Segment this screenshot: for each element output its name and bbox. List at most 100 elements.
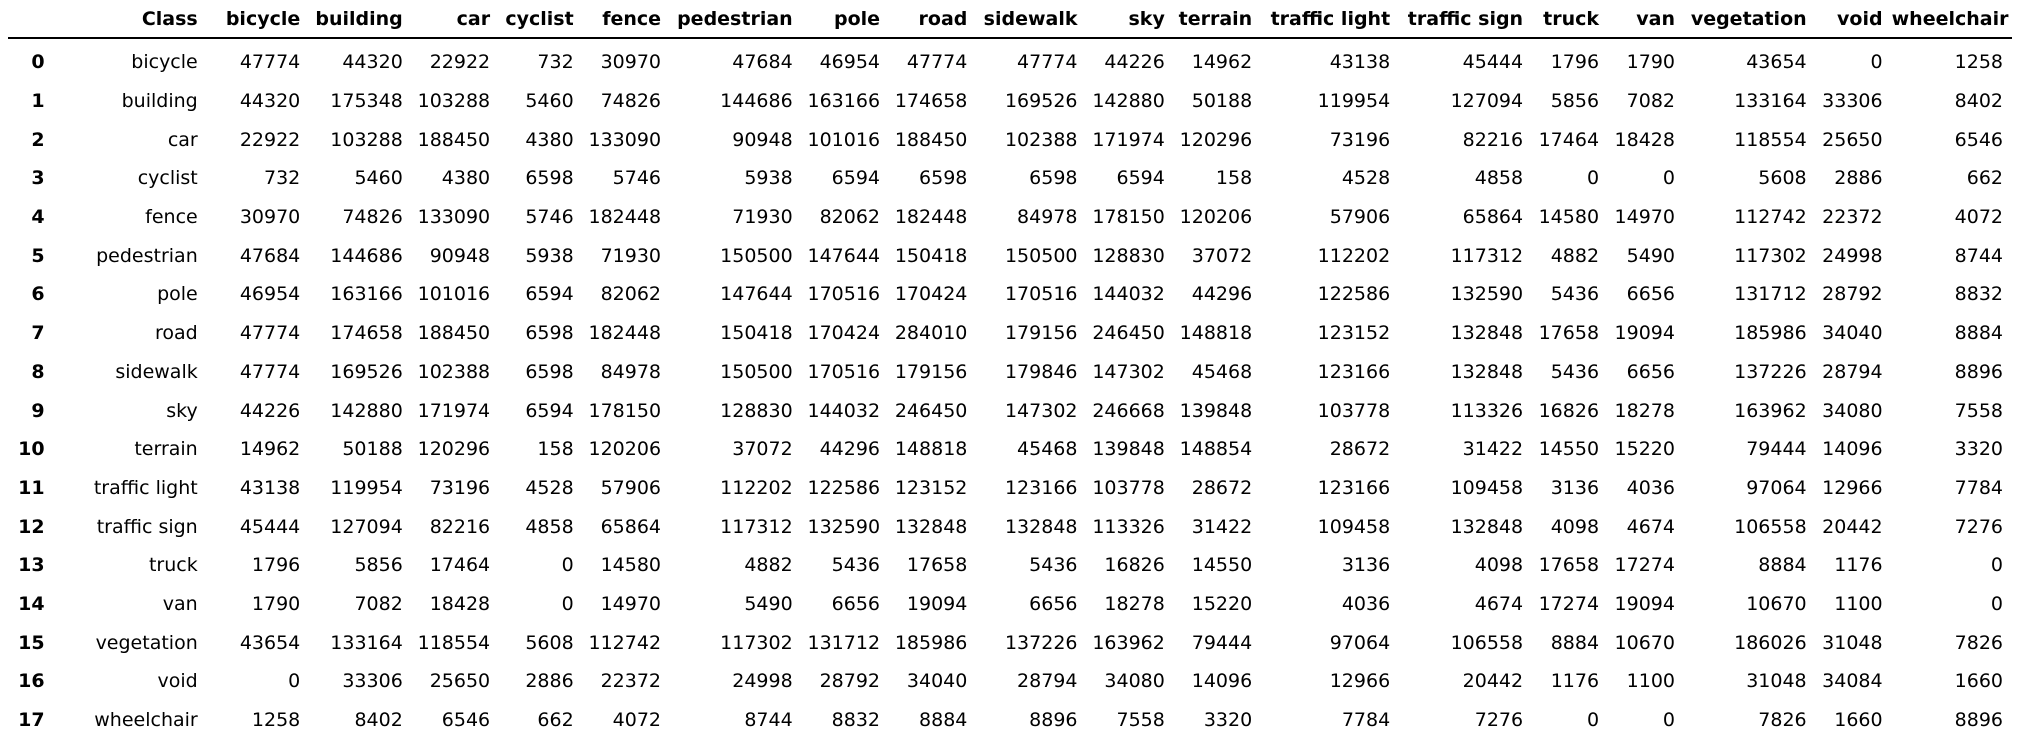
table-cell: 123166 bbox=[1004, 476, 1078, 499]
table-cell: 6598 bbox=[525, 360, 574, 383]
table-cell: 1796 bbox=[1550, 51, 1600, 74]
table-row: 8 sidewalk 47774 169526 102388 6598 84978 15050… bbox=[8, 353, 2012, 392]
table-cell: 47774 bbox=[906, 51, 968, 74]
table-cell: 174658 bbox=[894, 90, 968, 113]
table-cell: 158 bbox=[537, 438, 574, 461]
table-cell: 34040 bbox=[1822, 322, 1883, 345]
row-class-label: sky bbox=[166, 399, 198, 422]
table-cell: 6656 bbox=[1029, 592, 1078, 615]
table-cell: 175348 bbox=[330, 90, 403, 113]
table-cell: 132848 bbox=[894, 515, 968, 538]
row-class-label: cyclist bbox=[137, 167, 198, 190]
table-cell: 101016 bbox=[417, 283, 491, 306]
table-cell: 117312 bbox=[720, 515, 793, 538]
table-cell: 6546 bbox=[441, 709, 491, 732]
table-cell: 22372 bbox=[1822, 206, 1883, 229]
row-class-label: fence bbox=[145, 206, 198, 229]
table-cell: 133090 bbox=[588, 128, 662, 151]
table-cell: 186026 bbox=[1734, 631, 1807, 654]
row-index: 15 bbox=[18, 631, 45, 654]
table-cell: 102388 bbox=[1004, 128, 1078, 151]
table-cell: 31048 bbox=[1822, 631, 1883, 654]
table-cell: 123166 bbox=[1317, 476, 1391, 499]
row-class-label: void bbox=[157, 670, 198, 693]
table-cell: 43654 bbox=[239, 631, 301, 654]
table-row: 15 vegetation 43654 133164 118554 5608 112742 1… bbox=[8, 623, 2012, 662]
table-cell: 5490 bbox=[744, 592, 793, 615]
table-cell: 4380 bbox=[525, 128, 574, 151]
table-cell: 6656 bbox=[831, 592, 881, 615]
column-header: vegetation bbox=[1684, 0, 1816, 39]
table-cell: 16826 bbox=[1538, 399, 1600, 422]
table-cell: 17658 bbox=[1538, 554, 1600, 577]
table-cell: 6598 bbox=[919, 167, 968, 190]
table-cell: 5436 bbox=[1550, 283, 1600, 306]
row-index: 13 bbox=[18, 554, 45, 577]
table-cell: 185986 bbox=[1734, 322, 1807, 345]
table-cell: 82062 bbox=[600, 283, 662, 306]
table-row: 3 cyclist 732 5460 4380 6598 5746 5938 6594 6598 6… bbox=[8, 159, 2012, 198]
table-cell: 6594 bbox=[525, 283, 574, 306]
table-cell: 109458 bbox=[1317, 515, 1391, 538]
table-cell: 5608 bbox=[525, 631, 574, 654]
table-cell: 120206 bbox=[588, 438, 662, 461]
table-cell: 79444 bbox=[1191, 631, 1253, 654]
table-cell: 6594 bbox=[1116, 167, 1165, 190]
table-cell: 34084 bbox=[1822, 670, 1883, 693]
table-cell: 8832 bbox=[1954, 283, 2003, 306]
table-cell: 57906 bbox=[600, 476, 662, 499]
table-cell: 22922 bbox=[239, 128, 301, 151]
table-cell: 158 bbox=[1215, 167, 1253, 190]
table-cell: 119954 bbox=[330, 476, 403, 499]
table-cell: 8744 bbox=[1954, 244, 2003, 267]
table-cell: 5856 bbox=[1550, 90, 1600, 113]
table-cell: 137226 bbox=[1004, 631, 1078, 654]
table-cell: 28672 bbox=[1191, 476, 1253, 499]
table-cell: 65864 bbox=[600, 515, 662, 538]
table-cell: 132848 bbox=[1450, 322, 1524, 345]
table-cell: 4858 bbox=[525, 515, 574, 538]
class-co-occurrence-table: Class bicycle building car cyclist fence pedes… bbox=[8, 0, 2012, 739]
column-header: bicycle bbox=[206, 0, 310, 39]
table-cell: 113326 bbox=[1450, 399, 1524, 422]
table-cell: 8884 bbox=[1954, 322, 2003, 345]
table-cell: 45444 bbox=[239, 515, 301, 538]
table-cell: 33306 bbox=[1822, 90, 1883, 113]
table-cell: 47774 bbox=[239, 360, 301, 383]
table-cell: 14096 bbox=[1191, 670, 1253, 693]
table-cell: 122586 bbox=[1317, 283, 1391, 306]
table-cell: 74826 bbox=[600, 90, 662, 113]
table-cell: 45444 bbox=[1462, 51, 1524, 74]
column-header: sky bbox=[1086, 0, 1174, 39]
column-header: building bbox=[309, 0, 412, 39]
table-cell: 73196 bbox=[429, 476, 491, 499]
table-cell: 43138 bbox=[1329, 51, 1391, 74]
table-cell: 2886 bbox=[1834, 167, 1883, 190]
table-cell: 147302 bbox=[1004, 399, 1078, 422]
table-cell: 12966 bbox=[1329, 670, 1391, 693]
column-header: pedestrian bbox=[670, 0, 802, 39]
table-cell: 50188 bbox=[342, 438, 403, 461]
table-cell: 137226 bbox=[1734, 360, 1807, 383]
table-cell: 6656 bbox=[1626, 283, 1675, 306]
table-cell: 148818 bbox=[894, 438, 968, 461]
table-cell: 17464 bbox=[429, 554, 491, 577]
table-cell: 17658 bbox=[1538, 322, 1600, 345]
table-cell: 44296 bbox=[1191, 283, 1253, 306]
table-cell: 25650 bbox=[429, 670, 491, 693]
table-cell: 97064 bbox=[1329, 631, 1391, 654]
table-cell: 118554 bbox=[417, 631, 491, 654]
table-cell: 8884 bbox=[919, 709, 968, 732]
table-cell: 14550 bbox=[1191, 554, 1253, 577]
table-cell: 45468 bbox=[1191, 360, 1253, 383]
table-cell: 31422 bbox=[1462, 438, 1524, 461]
table-cell: 22372 bbox=[600, 670, 662, 693]
table-cell: 4036 bbox=[1626, 476, 1675, 499]
table-cell: 90948 bbox=[429, 244, 491, 267]
row-index: 4 bbox=[31, 206, 45, 229]
table-cell: 120206 bbox=[1179, 206, 1253, 229]
table-cell: 139848 bbox=[1179, 399, 1253, 422]
table-cell: 47774 bbox=[1017, 51, 1078, 74]
table-cell: 1790 bbox=[251, 592, 301, 615]
table-cell: 0 bbox=[561, 592, 574, 615]
